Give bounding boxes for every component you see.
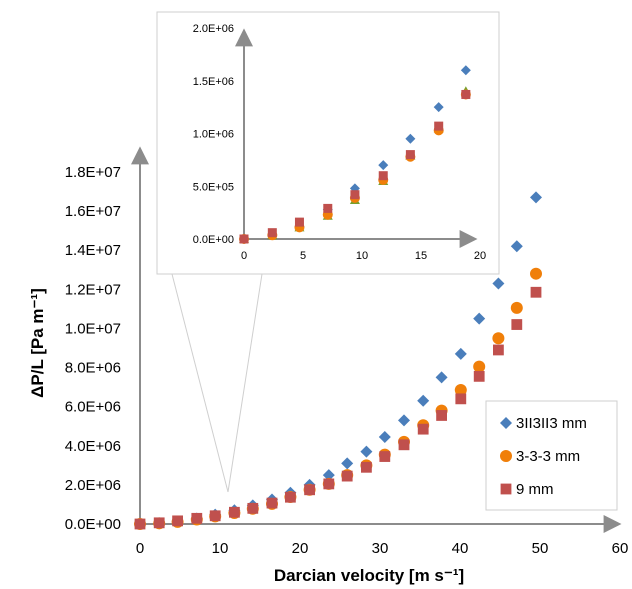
x-tick-label: 0 [136, 540, 144, 557]
data-point [492, 277, 504, 289]
data-point [436, 371, 448, 383]
data-point [154, 517, 165, 528]
legend-label: 9 mm [516, 481, 554, 498]
data-point [436, 410, 447, 421]
legend-marker [501, 484, 512, 495]
legend-label: 3-3-3 mm [516, 448, 580, 465]
data-point [341, 457, 353, 469]
data-point [493, 345, 504, 356]
data-point [531, 287, 542, 298]
x-tick-label: 20 [292, 540, 309, 557]
data-point [530, 268, 542, 280]
data-point [455, 348, 467, 360]
legend-label: 3II3II3 mm [516, 415, 587, 432]
inset-data-point [379, 171, 388, 180]
inset-x-tick-label: 15 [415, 250, 427, 262]
data-point [417, 395, 429, 407]
x-tick-label: 50 [532, 540, 549, 557]
data-point [247, 503, 258, 514]
data-point [229, 507, 240, 518]
inset-x-tick-label: 5 [300, 250, 306, 262]
inset-data-point [406, 150, 415, 159]
y-tick-label: 4.0E+06 [65, 438, 121, 455]
data-point [492, 332, 504, 344]
data-point [361, 462, 372, 473]
inset-y-tick-label: 2.0E+06 [193, 23, 234, 35]
y-tick-label: 1.4E+07 [65, 242, 121, 259]
data-point [323, 479, 334, 490]
data-point [360, 446, 372, 458]
y-tick-label: 0.0E+00 [65, 516, 121, 533]
inset-data-point [240, 235, 249, 244]
inset-data-point [268, 228, 277, 237]
x-tick-label: 40 [452, 540, 469, 557]
data-point [267, 498, 278, 509]
data-point [379, 451, 390, 462]
data-point [511, 319, 522, 330]
inset-y-tick-label: 1.5E+06 [193, 76, 234, 88]
legend: 3II3II3 mm 3-3-3 mm 9 mm [486, 401, 617, 510]
y-tick-label: 2.0E+06 [65, 477, 121, 494]
data-point [399, 439, 410, 450]
data-point [511, 240, 523, 252]
legend-marker [500, 450, 512, 462]
y-tick-labels: 0.0E+00 2.0E+06 4.0E+06 6.0E+06 8.0E+06 1.0E+… [65, 164, 121, 533]
data-point [285, 492, 296, 503]
data-point [511, 302, 523, 314]
data-point [474, 371, 485, 382]
inset-y-tick-label: 0.0E+00 [193, 234, 234, 246]
data-point [304, 484, 315, 495]
data-point [210, 510, 221, 521]
y-tick-label: 6.0E+06 [65, 399, 121, 416]
inset-data-point [434, 122, 443, 131]
data-point [379, 431, 391, 443]
inset-x-tick-label: 0 [241, 250, 247, 262]
inset-x-tick-label: 10 [356, 250, 368, 262]
data-point [342, 471, 353, 482]
x-tick-label: 10 [212, 540, 229, 557]
data-point [172, 515, 183, 526]
inset-data-point [323, 204, 332, 213]
inset-x-tick-label: 20 [474, 250, 486, 262]
x-tick-label: 30 [372, 540, 389, 557]
y-tick-label: 8.0E+06 [65, 360, 121, 377]
data-point [530, 191, 542, 203]
y-tick-label: 1.8E+07 [65, 164, 121, 181]
inset-data-point [461, 90, 470, 99]
data-point [473, 361, 485, 373]
callout-line-left [172, 274, 228, 492]
x-tick-labels: 0 10 20 30 40 50 60 [136, 540, 629, 557]
inset-y-tick-label: 1.0E+06 [193, 129, 234, 141]
data-point [398, 414, 410, 426]
data-point [473, 313, 485, 325]
x-axis-title: Darcian velocity [m s⁻¹] [274, 566, 464, 585]
data-point [455, 393, 466, 404]
x-tick-label: 60 [612, 540, 629, 557]
y-tick-label: 1.2E+07 [65, 281, 121, 298]
callout-line-right [228, 274, 262, 492]
inset-y-tick-label: 5.0E+05 [193, 181, 234, 193]
data-point [135, 519, 146, 530]
inset-data-point [350, 190, 359, 199]
inset-data-point [295, 218, 304, 227]
y-tick-label: 1.6E+07 [65, 203, 121, 220]
y-axis-title: ΔP/L [Pa m⁻¹] [28, 288, 47, 398]
data-point [191, 513, 202, 524]
y-tick-label: 1.0E+07 [65, 320, 121, 337]
data-point [418, 424, 429, 435]
series-circle [134, 268, 542, 530]
